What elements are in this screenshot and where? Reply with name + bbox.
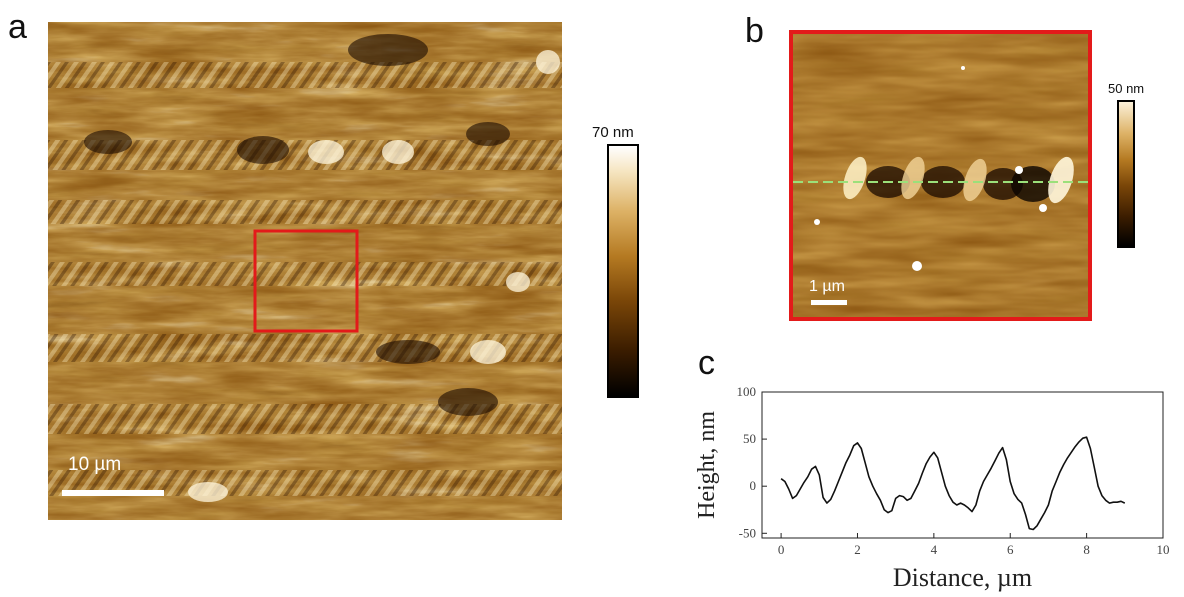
zoom-region-box xyxy=(253,229,359,333)
scale-bar-large xyxy=(62,490,164,496)
plot-frame xyxy=(761,391,1164,539)
y-tick-label: -50 xyxy=(739,525,756,540)
panel-c-letter: c xyxy=(698,344,715,382)
x-tick-label: 4 xyxy=(931,542,938,557)
afm-ripple-bands xyxy=(48,62,562,496)
colorbar-b xyxy=(1117,100,1135,248)
afm-texture-zoom xyxy=(793,34,1088,317)
x-tick-label: 8 xyxy=(1083,542,1090,557)
colorbar-a-max-label: 70 nm xyxy=(592,124,634,141)
panel-b-letter: b xyxy=(745,12,764,50)
y-tick-label: 0 xyxy=(750,478,757,493)
colorbar-a xyxy=(607,144,639,398)
scale-bar-zoom xyxy=(811,300,847,305)
y-tick-label: 50 xyxy=(743,431,756,446)
afm-image-zoom: 1 µm xyxy=(789,30,1092,321)
afm-dark-pits xyxy=(84,34,510,416)
height-profile-line xyxy=(780,436,1126,531)
colorbar-b-max-label: 50 nm xyxy=(1108,81,1145,96)
scale-bar-label-zoom: 1 µm xyxy=(809,278,845,295)
x-tick-label: 10 xyxy=(1157,542,1170,557)
x-tick-label: 2 xyxy=(854,542,861,557)
x-axis-label: Distance, µm xyxy=(893,563,1032,592)
scale-bar-label-large: 10 µm xyxy=(68,454,122,475)
afm-image-large: 10 µm xyxy=(48,22,562,520)
height-profile-chart: 0 2 4 6 8 10 -50 0 50 100 Distance, µm Height, nm xyxy=(690,380,1184,592)
y-tick-label: 100 xyxy=(737,384,757,399)
y-axis-label: Height, nm xyxy=(694,411,720,519)
x-tick-label: 0 xyxy=(778,542,785,557)
afm-bright-features xyxy=(188,50,560,502)
x-tick-label: 6 xyxy=(1007,542,1014,557)
afm-texture-large xyxy=(48,22,562,520)
panel-a-letter: a xyxy=(8,8,27,46)
height-profile-svg: 0 2 4 6 8 10 -50 0 50 100 Distance, µm Height, nm xyxy=(694,384,1170,592)
